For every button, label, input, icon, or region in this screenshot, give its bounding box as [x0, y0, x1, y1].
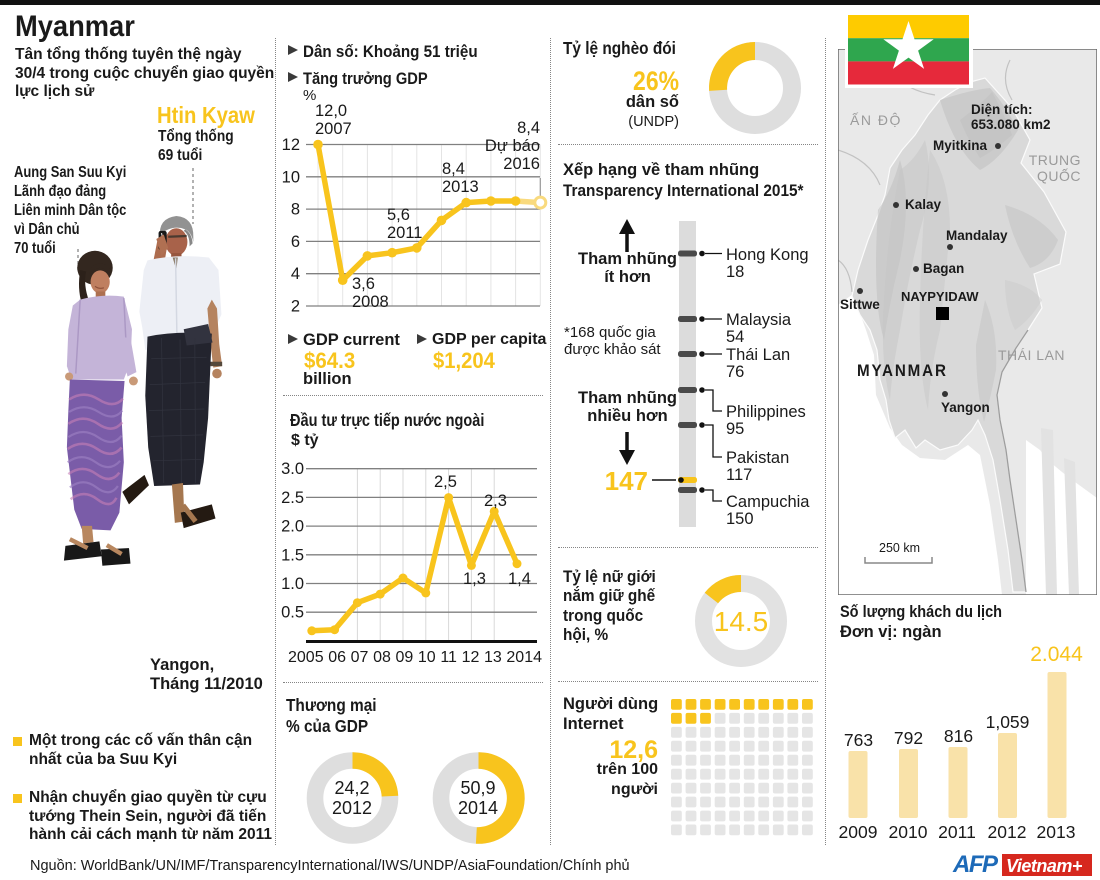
svg-text:4: 4 [291, 265, 300, 283]
svg-text:1.0: 1.0 [281, 575, 304, 593]
svg-text:2.5: 2.5 [281, 489, 304, 507]
svg-text:8: 8 [291, 201, 300, 219]
svg-text:2: 2 [291, 298, 300, 316]
svg-text:2.0: 2.0 [281, 518, 304, 536]
svg-text:6: 6 [291, 233, 300, 251]
svg-text:12: 12 [282, 136, 300, 154]
svg-text:1.5: 1.5 [281, 546, 304, 564]
svg-text:0.5: 0.5 [281, 604, 304, 622]
svg-text:10: 10 [282, 168, 300, 186]
svg-text:3.0: 3.0 [281, 460, 304, 478]
